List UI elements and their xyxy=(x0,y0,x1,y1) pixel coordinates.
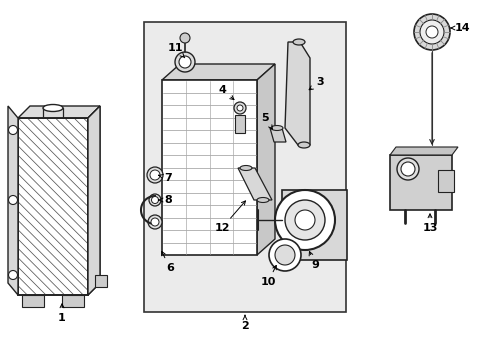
Polygon shape xyxy=(269,128,285,142)
Ellipse shape xyxy=(257,198,268,202)
Polygon shape xyxy=(257,64,274,255)
Circle shape xyxy=(234,102,245,114)
Circle shape xyxy=(237,105,243,111)
Circle shape xyxy=(274,190,334,250)
Text: 14: 14 xyxy=(450,23,469,33)
Text: 12: 12 xyxy=(214,201,245,233)
Text: 7: 7 xyxy=(158,173,171,183)
Circle shape xyxy=(274,245,294,265)
Text: 4: 4 xyxy=(218,85,233,100)
Polygon shape xyxy=(238,168,271,200)
Text: 9: 9 xyxy=(308,252,318,270)
Circle shape xyxy=(175,52,195,72)
Polygon shape xyxy=(88,106,100,295)
Bar xyxy=(62,295,84,307)
Bar xyxy=(437,170,453,192)
Ellipse shape xyxy=(240,166,251,171)
Circle shape xyxy=(8,126,18,135)
Bar xyxy=(22,295,44,307)
Text: 10: 10 xyxy=(260,265,276,287)
Text: 8: 8 xyxy=(158,195,171,205)
Circle shape xyxy=(147,167,163,183)
Ellipse shape xyxy=(43,104,63,112)
Text: 2: 2 xyxy=(241,315,248,331)
Circle shape xyxy=(180,33,190,43)
Circle shape xyxy=(8,270,18,279)
Polygon shape xyxy=(389,147,457,155)
Circle shape xyxy=(396,158,418,180)
Circle shape xyxy=(149,194,161,206)
Circle shape xyxy=(148,215,162,229)
Text: 5: 5 xyxy=(261,113,272,129)
Circle shape xyxy=(294,210,314,230)
Polygon shape xyxy=(88,106,100,295)
Circle shape xyxy=(150,170,160,180)
Polygon shape xyxy=(162,64,274,80)
Bar xyxy=(282,190,346,260)
Text: 13: 13 xyxy=(422,214,437,233)
Circle shape xyxy=(285,200,325,240)
Polygon shape xyxy=(18,106,100,118)
Circle shape xyxy=(400,162,414,176)
Bar xyxy=(143,22,346,312)
Polygon shape xyxy=(18,118,88,295)
Bar xyxy=(235,115,244,133)
Polygon shape xyxy=(8,106,18,295)
Circle shape xyxy=(413,14,449,50)
Circle shape xyxy=(179,56,191,68)
Bar xyxy=(389,155,451,210)
Circle shape xyxy=(268,239,301,271)
Circle shape xyxy=(8,195,18,204)
Ellipse shape xyxy=(292,39,305,45)
Text: 6: 6 xyxy=(162,251,174,273)
Text: 11: 11 xyxy=(167,43,184,58)
Circle shape xyxy=(151,197,158,203)
Polygon shape xyxy=(162,80,257,255)
Circle shape xyxy=(151,218,159,226)
Ellipse shape xyxy=(270,126,283,131)
Ellipse shape xyxy=(297,142,309,148)
Text: 1: 1 xyxy=(58,304,66,323)
Polygon shape xyxy=(285,42,309,145)
Circle shape xyxy=(419,20,443,44)
Bar xyxy=(95,275,107,287)
Text: 3: 3 xyxy=(308,77,323,90)
Polygon shape xyxy=(18,118,88,295)
Circle shape xyxy=(425,26,437,38)
